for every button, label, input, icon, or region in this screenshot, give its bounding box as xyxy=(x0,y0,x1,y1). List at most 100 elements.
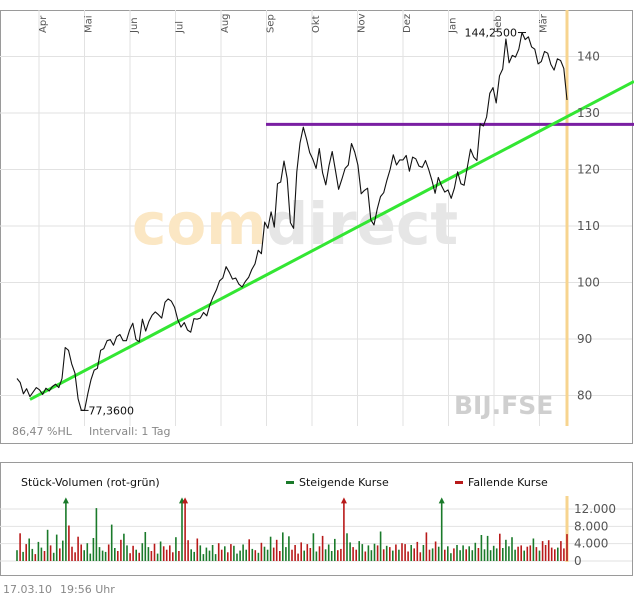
volume-bar xyxy=(337,550,339,561)
volume-bar xyxy=(227,552,229,561)
volume-bar xyxy=(425,532,428,561)
month-label: Feb xyxy=(493,15,504,33)
volume-bar xyxy=(499,533,501,561)
volume-bar xyxy=(560,541,562,561)
volume-bar xyxy=(193,551,195,561)
volume-bar xyxy=(508,546,510,561)
volume-bar xyxy=(395,544,397,561)
legend-falling-label: Fallende Kurse xyxy=(468,476,548,489)
volume-overflow-arrow xyxy=(62,497,69,504)
volume-bar xyxy=(156,553,159,561)
volume-bar xyxy=(199,545,202,561)
volume-bar xyxy=(288,536,290,561)
volume-bar xyxy=(147,547,150,561)
volume-bar xyxy=(52,552,55,561)
volume-bar xyxy=(71,546,73,561)
volume-bar xyxy=(190,549,192,561)
volume-bar xyxy=(471,550,474,561)
price-axis-tick: 80 xyxy=(577,388,592,402)
volume-bar xyxy=(407,551,409,561)
volume-bar xyxy=(364,551,367,561)
volume-bar xyxy=(46,529,49,561)
volume-bar xyxy=(169,545,171,561)
volume-bar xyxy=(196,538,199,561)
price-axis-tick: 140 xyxy=(577,50,600,64)
volume-bar xyxy=(398,549,400,561)
volume-bar xyxy=(211,545,214,561)
volume-bar xyxy=(480,535,483,561)
volume-bar xyxy=(367,545,370,561)
volume-bar xyxy=(300,542,302,561)
volume-bar xyxy=(31,548,34,561)
volume-bar xyxy=(312,533,315,561)
month-label: Jan xyxy=(448,18,459,34)
volume-bar xyxy=(358,541,360,561)
volume-overflow-arrow xyxy=(438,497,445,504)
month-label: Dez xyxy=(402,14,413,33)
volume-bar xyxy=(123,533,125,561)
volume-bar xyxy=(453,548,455,561)
volume-bar xyxy=(184,500,186,561)
volume-bar xyxy=(422,545,425,561)
month-labels: Apr Mai Jun Jul Aug Sep Okt Nov Dez Jan Feb Mär xyxy=(38,13,550,34)
volume-bar xyxy=(379,531,382,561)
interval-label: Intervall: 1 Tag xyxy=(89,425,171,438)
volume-bar xyxy=(334,538,336,561)
volume-bar xyxy=(434,541,437,561)
volume-bar xyxy=(16,550,18,561)
month-label: Okt xyxy=(311,15,322,33)
volume-axis-tick: 0 xyxy=(574,554,582,568)
volume-bar xyxy=(428,549,431,561)
volume-bar xyxy=(416,541,419,561)
volume-bar xyxy=(483,549,486,561)
volume-bar xyxy=(22,551,24,561)
volume-bar xyxy=(19,533,21,561)
indicator-lines xyxy=(29,80,634,401)
volume-bar xyxy=(34,554,37,561)
volume-bar xyxy=(392,550,394,561)
volume-bar xyxy=(541,541,544,561)
volume-bar xyxy=(486,535,489,561)
volume-bar xyxy=(517,546,519,561)
volume-bars xyxy=(16,497,568,561)
volume-bar xyxy=(233,545,235,561)
volume-bar xyxy=(254,550,257,561)
watermark: comdirect xyxy=(132,190,458,258)
volume-bar xyxy=(28,538,30,561)
volume-bar xyxy=(495,548,498,561)
volume-bar xyxy=(401,543,403,561)
annotation-high-label: 144,2500 xyxy=(464,27,517,40)
volume-bar xyxy=(120,539,122,561)
volume-bar xyxy=(279,551,281,561)
legend-falling-swatch xyxy=(455,481,463,484)
hl-ratio: 86,47 %HL xyxy=(12,425,73,438)
volume-bar xyxy=(86,543,89,561)
volume-bar xyxy=(520,545,522,561)
month-label: Nov xyxy=(357,13,368,33)
volume-bar xyxy=(144,532,147,561)
volume-bar xyxy=(355,549,357,561)
volume-bar xyxy=(172,552,174,561)
volume-bar xyxy=(269,536,272,561)
volume-bar xyxy=(135,549,137,561)
volume-bar xyxy=(447,546,449,561)
volume-axis-tick: 12.000 xyxy=(574,502,616,516)
volume-bar xyxy=(489,550,492,561)
price-annotations: 77,3600 144,2500 xyxy=(80,27,526,417)
price-axis-tick: 100 xyxy=(577,276,600,290)
volume-bar xyxy=(107,544,110,561)
volume-bar xyxy=(352,547,354,561)
volume-bar xyxy=(104,551,107,561)
volume-bar xyxy=(563,548,565,561)
annotation-low-label: 77,3600 xyxy=(89,404,134,417)
volume-bar xyxy=(242,544,244,561)
watermark-text: comdirect xyxy=(132,190,458,258)
volume-bar xyxy=(25,544,27,561)
volume-bar xyxy=(297,553,299,561)
volume-bar xyxy=(80,544,82,561)
volume-bar xyxy=(361,544,364,561)
volume-bar xyxy=(385,545,388,561)
volume-bar xyxy=(309,548,312,561)
price-axis-tick: 90 xyxy=(577,332,592,346)
volume-bar xyxy=(77,536,79,561)
